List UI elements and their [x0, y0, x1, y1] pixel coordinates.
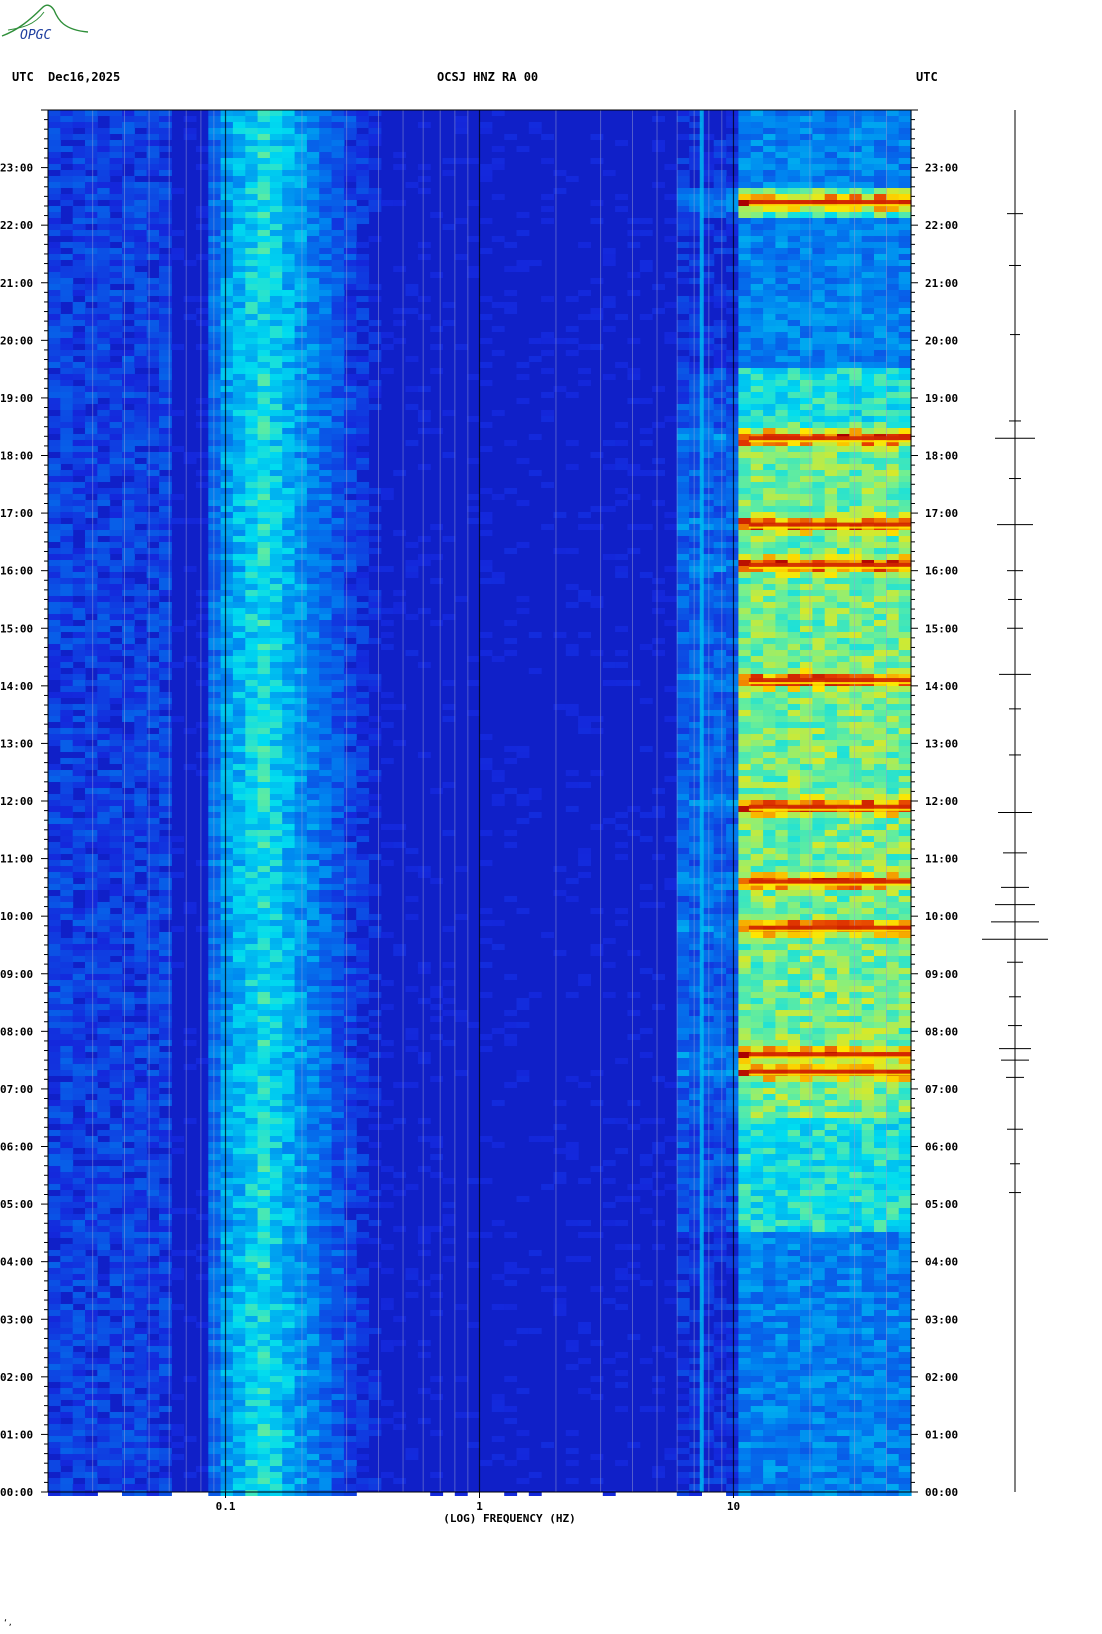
y-tick-label-right: 07:00 [925, 1083, 958, 1096]
y-tick-label-right: 14:00 [925, 680, 958, 693]
event-streak [748, 200, 911, 205]
y-tick-label-right: 18:00 [925, 450, 958, 463]
y-tick-label-left: 22:00 [0, 219, 33, 232]
y-tick-label-left: 18:00 [0, 450, 33, 463]
opgc-logo: OPGC [0, 0, 95, 49]
y-tick-label-left: 16:00 [0, 565, 33, 578]
y-tick-label-right: 23:00 [925, 162, 958, 175]
y-tick-label-left: 15:00 [0, 622, 33, 635]
y-tick-label-left: 11:00 [0, 853, 33, 866]
y-tick-label-right: 08:00 [925, 1025, 958, 1038]
x-tick-label: 1 [476, 1500, 483, 1513]
y-tick-label-right: 03:00 [925, 1313, 958, 1326]
y-tick-label-right: 06:00 [925, 1141, 958, 1154]
right-timezone-label: UTC [916, 70, 938, 84]
y-tick-label-left: 06:00 [0, 1141, 33, 1154]
y-tick-label-right: 17:00 [925, 507, 958, 520]
event-streak [748, 436, 911, 441]
y-tick-label-right: 12:00 [925, 795, 958, 808]
y-tick-label-left: 21:00 [0, 277, 33, 290]
left-timezone-label: UTC [12, 70, 34, 84]
y-tick-label-left: 14:00 [0, 680, 33, 693]
y-tick-label-right: 02:00 [925, 1371, 958, 1384]
y-tick-label-left: 01:00 [0, 1428, 33, 1441]
y-tick-label-left: 10:00 [0, 910, 33, 923]
y-tick-label-right: 00:00 [925, 1486, 958, 1499]
event-streak [748, 1052, 911, 1057]
event-streak [748, 879, 911, 884]
event-streak [748, 1069, 911, 1074]
y-tick-label-right: 05:00 [925, 1198, 958, 1211]
x-tick-label: 10 [727, 1500, 740, 1513]
y-tick-label-left: 12:00 [0, 795, 33, 808]
y-tick-label-left: 04:00 [0, 1256, 33, 1269]
event-streak [748, 678, 911, 683]
svg-text:OPGC: OPGC [20, 28, 51, 43]
spectral-line [699, 110, 704, 1492]
x-tick-label: 0.1 [216, 1500, 236, 1513]
y-tick-label-left: 09:00 [0, 968, 33, 981]
y-tick-label-left: 05:00 [0, 1198, 33, 1211]
event-streak [748, 804, 911, 809]
y-tick-label-right: 11:00 [925, 853, 958, 866]
y-tick-label-left: 20:00 [0, 334, 33, 347]
y-tick-label-left: 02:00 [0, 1371, 33, 1384]
station-label: OCSJ HNZ RA 00 [437, 70, 539, 84]
x-axis-label: (LOG) FREQUENCY (HZ) [443, 1512, 575, 1525]
y-tick-label-right: 22:00 [925, 219, 958, 232]
footer-mark: ‘‚ [3, 1618, 13, 1627]
y-tick-label-right: 01:00 [925, 1428, 958, 1441]
y-tick-label-right: 16:00 [925, 565, 958, 578]
date-label: Dec16,2025 [48, 70, 121, 84]
y-tick-label-right: 09:00 [925, 968, 958, 981]
y-tick-label-left: 13:00 [0, 737, 33, 750]
y-tick-label-right: 15:00 [925, 622, 958, 635]
y-tick-label-left: 00:00 [0, 1486, 33, 1499]
y-tick-label-left: 19:00 [0, 392, 33, 405]
y-tick-label-right: 13:00 [925, 737, 958, 750]
event-streak [748, 522, 911, 527]
y-tick-label-left: 03:00 [0, 1313, 33, 1326]
y-tick-label-right: 19:00 [925, 392, 958, 405]
y-tick-label-left: 08:00 [0, 1025, 33, 1038]
y-tick-label-right: 04:00 [925, 1256, 958, 1269]
y-tick-label-left: 23:00 [0, 162, 33, 175]
event-streak [748, 925, 911, 930]
y-tick-label-right: 21:00 [925, 277, 958, 290]
y-tick-label-left: 17:00 [0, 507, 33, 520]
event-streak [748, 562, 911, 567]
y-tick-label-right: 10:00 [925, 910, 958, 923]
y-tick-label-left: 07:00 [0, 1083, 33, 1096]
y-tick-label-right: 20:00 [925, 334, 958, 347]
